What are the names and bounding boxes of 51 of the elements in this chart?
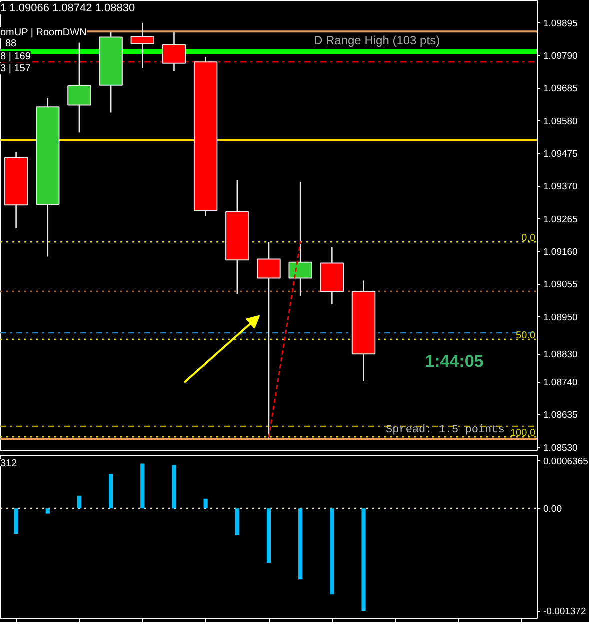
bar [204, 498, 208, 509]
candlestick [194, 56, 218, 217]
bar [14, 508, 18, 534]
bar [266, 508, 272, 564]
candlestick [352, 280, 376, 382]
ref-line-label: D Range High (103 pts) [314, 34, 440, 48]
annotation: 50.0 [516, 330, 536, 342]
annotation: 312 [0, 458, 18, 470]
y-tick-label: 1.09265 [544, 214, 578, 226]
bar [362, 508, 366, 612]
y-tick-label: 1.09580 [544, 116, 578, 128]
bar [172, 465, 176, 509]
annotation: 3 | 157 [0, 63, 32, 74]
bar [235, 508, 240, 536]
y-tick-label: 1.09370 [544, 182, 578, 193]
y-tick-label: 1.09055 [544, 280, 578, 291]
bar [46, 508, 50, 514]
annotation: 8 | 169 [0, 51, 32, 62]
y-tick-label: 1.08635 [544, 410, 578, 422]
candlestick [68, 42, 92, 134]
bar [330, 508, 334, 595]
annotation: 0.0 [522, 233, 536, 244]
y-tick-label: 1.08830 [544, 350, 578, 361]
y-tick-label: 1.08950 [544, 312, 578, 324]
y-tick-label: 1.09475 [544, 149, 578, 160]
chart-title: 1 1.09066 1.08742 1.08830 [0, 2, 136, 14]
candlestick [36, 98, 60, 258]
annotation: 88 [5, 38, 18, 50]
bar [298, 508, 303, 580]
y-tick-label: 1.09790 [544, 51, 578, 62]
bar [109, 474, 114, 509]
y-tick-label: 1.08530 [544, 442, 578, 454]
y-tick-label: 1.09685 [544, 84, 578, 95]
candlestick [4, 151, 28, 230]
bar [140, 464, 145, 509]
y-tick-label: -0.001372 [544, 606, 586, 618]
candlestick [226, 180, 250, 295]
candlestick [162, 32, 186, 72]
annotation: Spread: 1.5 points [386, 424, 505, 437]
bar [77, 496, 82, 509]
y-tick-label: 1.09895 [544, 18, 578, 30]
y-tick-label: 1.09160 [544, 246, 578, 258]
candlestick [288, 181, 312, 297]
candlestick [320, 246, 344, 305]
y-tick-label: 1.08740 [544, 378, 578, 389]
candlestick [130, 22, 155, 69]
y-tick-label: 0.00 [544, 504, 562, 516]
y-tick-label: 0.0006365 [544, 456, 588, 468]
annotation: omUP | RoomDWN [0, 27, 87, 38]
annotation: 1:44:05 [425, 352, 484, 372]
annotation: 100.0 [510, 428, 536, 440]
